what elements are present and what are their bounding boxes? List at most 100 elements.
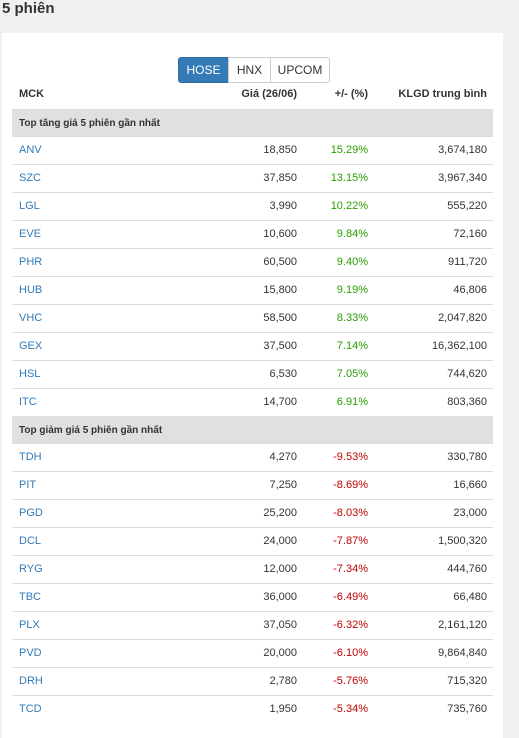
avg-volume-cell: 3,674,180 <box>438 144 487 156</box>
stock-symbol-cell: HUB <box>19 277 42 304</box>
table-row: VHC 58,500 8.33% 2,047,820 <box>12 304 493 332</box>
change-percent-cell: -7.87% <box>333 535 368 547</box>
price-cell: 15,800 <box>263 284 297 296</box>
avg-volume-cell: 2,047,820 <box>438 312 487 324</box>
avg-volume-cell: 555,220 <box>447 200 487 212</box>
stock-symbol-link[interactable]: LGL <box>19 200 40 212</box>
stock-symbol-link[interactable]: SZC <box>19 172 41 184</box>
table-row: ITC 14,700 6.91% 803,360 <box>12 388 493 416</box>
avg-volume-cell: 16,660 <box>453 479 487 491</box>
price-cell: 6,530 <box>269 368 297 380</box>
avg-volume-cell: 2,161,120 <box>438 619 487 631</box>
avg-volume-cell: 1,500,320 <box>438 535 487 547</box>
stock-symbol-link[interactable]: DRH <box>19 675 43 687</box>
stock-symbol-cell: RYG <box>19 556 43 583</box>
page-title: 5 phiên <box>2 0 55 17</box>
table-row: EVE 10,600 9.84% 72,160 <box>12 220 493 248</box>
column-header-volume: KLGD trung bình <box>398 88 487 100</box>
exchange-tabs: HOSE HNX UPCOM <box>178 57 330 83</box>
stock-symbol-link[interactable]: HSL <box>19 368 41 380</box>
avg-volume-cell: 911,720 <box>448 256 487 268</box>
table-row: HSL 6,530 7.05% 744,620 <box>12 360 493 388</box>
stock-symbol-cell: VHC <box>19 305 42 332</box>
price-cell: 7,250 <box>269 479 297 491</box>
change-percent-cell: 9.19% <box>336 284 368 296</box>
change-percent-cell: 10.22% <box>330 200 368 212</box>
stock-symbol-cell: ITC <box>19 389 37 416</box>
table-row: HUB 15,800 9.19% 46,806 <box>12 276 493 304</box>
price-cell: 25,200 <box>263 507 297 519</box>
tab-hnx[interactable]: HNX <box>228 57 271 83</box>
stock-symbol-link[interactable]: ITC <box>19 396 37 408</box>
avg-volume-cell: 9,864,840 <box>438 647 487 659</box>
stock-symbol-link[interactable]: RYG <box>19 563 43 575</box>
avg-volume-cell: 803,360 <box>447 396 487 408</box>
change-percent-cell: -5.76% <box>333 675 368 687</box>
stock-symbol-cell: EVE <box>19 221 41 248</box>
avg-volume-cell: 715,320 <box>447 675 487 687</box>
avg-volume-cell: 735,760 <box>447 703 487 715</box>
avg-volume-cell: 46,806 <box>453 284 487 296</box>
stock-symbol-link[interactable]: PGD <box>19 507 43 519</box>
stock-symbol-link[interactable]: PHR <box>19 256 43 268</box>
stock-symbol-link[interactable]: TBC <box>19 591 41 603</box>
price-cell: 20,000 <box>263 647 297 659</box>
change-percent-cell: 7.14% <box>336 340 368 352</box>
change-percent-cell: 7.05% <box>336 368 368 380</box>
price-cell: 2,780 <box>269 675 297 687</box>
table-row: PHR 60,500 9.40% 911,720 <box>12 248 493 276</box>
table-row: TCD 1,950 -5.34% 735,760 <box>12 695 493 723</box>
stock-symbol-link[interactable]: TDH <box>19 451 42 463</box>
price-cell: 36,000 <box>263 591 297 603</box>
stock-symbol-link[interactable]: ANV <box>19 144 42 156</box>
table-row: RYG 12,000 -7.34% 444,760 <box>12 555 493 583</box>
price-cell: 10,600 <box>263 228 297 240</box>
stock-symbol-link[interactable]: PIT <box>19 479 37 491</box>
price-cell: 1,950 <box>269 703 297 715</box>
stock-symbol-link[interactable]: VHC <box>19 312 43 324</box>
stock-symbol-link[interactable]: EVE <box>19 228 42 240</box>
stock-symbol-cell: PGD <box>19 500 43 527</box>
table-row: TDH 4,270 -9.53% 330,780 <box>12 443 493 471</box>
table-row: DCL 24,000 -7.87% 1,500,320 <box>12 527 493 555</box>
stock-symbol-link[interactable]: PLX <box>19 619 40 631</box>
stock-symbol-link[interactable]: HUB <box>19 284 43 296</box>
price-cell: 37,500 <box>263 340 297 352</box>
stock-symbol-cell: TCD <box>19 696 42 723</box>
stock-symbol-cell: SZC <box>19 165 41 192</box>
avg-volume-cell: 444,760 <box>447 563 487 575</box>
tab-upcom[interactable]: UPCOM <box>270 57 330 83</box>
price-cell: 12,000 <box>263 563 297 575</box>
avg-volume-cell: 330,780 <box>447 451 487 463</box>
table-row: TBC 36,000 -6.49% 66,480 <box>12 583 493 611</box>
table-row: GEX 37,500 7.14% 16,362,100 <box>12 332 493 360</box>
stock-symbol-cell: HSL <box>19 361 40 388</box>
change-percent-cell: 6.91% <box>336 396 368 408</box>
table-row: PLX 37,050 -6.32% 2,161,120 <box>12 611 493 639</box>
section-header-gainers: Top tăng giá 5 phiên gần nhất <box>12 109 493 136</box>
change-percent-cell: -8.69% <box>333 479 368 491</box>
column-header-price: Giá (26/06) <box>241 88 297 100</box>
table-row: DRH 2,780 -5.76% 715,320 <box>12 667 493 695</box>
stock-symbol-cell: LGL <box>19 193 40 220</box>
avg-volume-cell: 23,000 <box>453 507 487 519</box>
table-row: ANV 18,850 15.29% 3,674,180 <box>12 136 493 164</box>
stock-symbol-link[interactable]: PVD <box>19 647 42 659</box>
stock-symbol-link[interactable]: DCL <box>19 535 42 547</box>
column-header-change: +/- (%) <box>334 88 368 100</box>
change-percent-cell: 9.84% <box>336 228 368 240</box>
stock-symbol-link[interactable]: GEX <box>19 340 43 352</box>
avg-volume-cell: 66,480 <box>453 591 487 603</box>
change-percent-cell: -9.53% <box>333 451 368 463</box>
avg-volume-cell: 72,160 <box>453 228 487 240</box>
price-cell: 4,270 <box>269 451 297 463</box>
change-percent-cell: -6.10% <box>333 647 368 659</box>
change-percent-cell: -6.49% <box>333 591 368 603</box>
price-cell: 60,500 <box>263 256 297 268</box>
stock-symbol-cell: PHR <box>19 249 42 276</box>
avg-volume-cell: 16,362,100 <box>431 340 487 352</box>
tab-hose[interactable]: HOSE <box>178 57 229 83</box>
stock-symbol-link[interactable]: TCD <box>19 703 42 715</box>
stock-symbol-cell: ANV <box>19 137 42 164</box>
stock-symbol-cell: DRH <box>19 668 43 695</box>
